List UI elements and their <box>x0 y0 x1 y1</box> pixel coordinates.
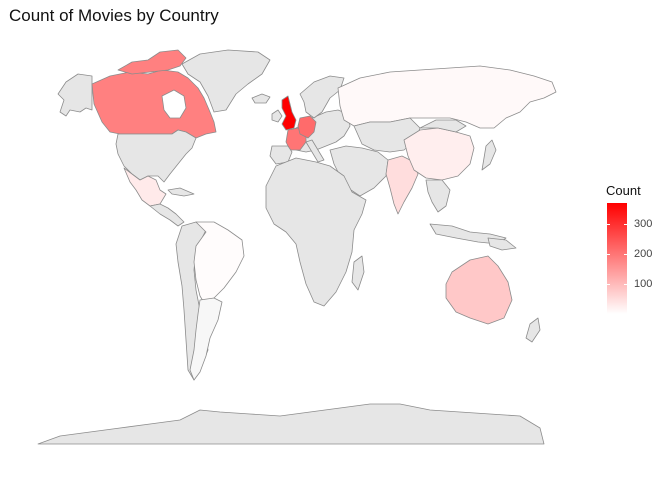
legend-tick-mark <box>607 254 627 255</box>
australia <box>445 255 513 325</box>
iceland <box>251 93 271 104</box>
argentina <box>189 297 223 381</box>
germany <box>297 115 317 139</box>
new-zealand <box>525 317 541 343</box>
legend-title: Count <box>606 183 641 198</box>
southeast-asia <box>425 179 451 213</box>
central-america <box>149 203 185 227</box>
greenland <box>181 49 271 113</box>
russia <box>337 65 557 129</box>
scandinavia <box>299 75 345 119</box>
mexico <box>123 167 167 207</box>
hudson-bay <box>161 89 187 119</box>
united-kingdom <box>281 95 297 131</box>
japan <box>481 139 497 171</box>
legend-tick-label: 100 <box>634 278 653 290</box>
united-states <box>115 129 197 183</box>
legend-colorbar <box>607 203 627 314</box>
mongolia <box>419 119 467 133</box>
antarctica <box>37 403 545 445</box>
legend-tick-mark <box>607 284 627 285</box>
ireland <box>271 109 283 123</box>
legend-tick-label: 200 <box>634 248 653 260</box>
canada-arctic-islands <box>117 49 187 75</box>
legend-tick-label: 300 <box>634 218 653 230</box>
italy <box>305 139 325 163</box>
cuba <box>167 187 195 197</box>
alaska <box>57 73 93 117</box>
chart-title: Count of Movies by Country <box>9 6 219 25</box>
legend-tick-mark <box>607 224 627 225</box>
africa <box>265 157 367 307</box>
papua-new-guinea <box>487 237 517 251</box>
madagascar <box>351 255 365 291</box>
